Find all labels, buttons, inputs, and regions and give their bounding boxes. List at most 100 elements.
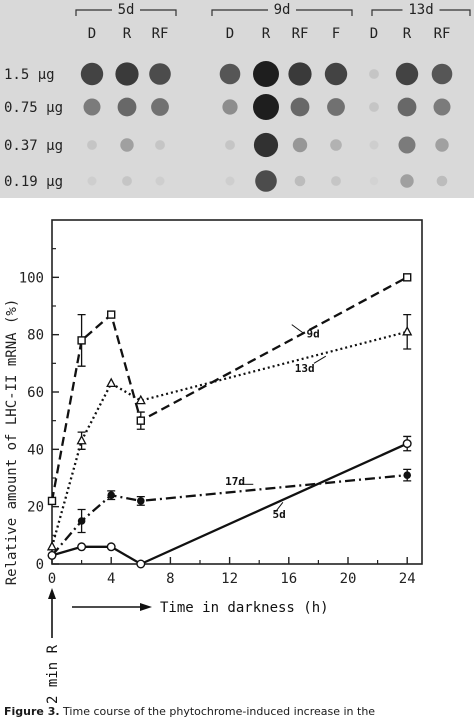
y-tick-label: 40 xyxy=(27,442,44,458)
light-pulse-arrowhead xyxy=(48,588,56,599)
blot-dot xyxy=(225,140,235,150)
data-point-5d xyxy=(77,542,87,552)
blot-dot xyxy=(290,97,310,117)
series-label-9d: 9d xyxy=(307,328,320,341)
data-point-17d xyxy=(137,497,145,505)
blot-group-bracket xyxy=(75,9,177,16)
data-point-17d xyxy=(107,491,115,500)
blot-dot xyxy=(369,140,379,150)
series-label-5d: 5d xyxy=(273,508,286,521)
blot-dot xyxy=(83,98,101,116)
blot-dot xyxy=(292,137,308,153)
series-label-17d: 17d xyxy=(225,475,245,488)
blot-group-label: 5d xyxy=(118,2,135,18)
series-line-5d xyxy=(51,442,408,566)
series-label-leader xyxy=(313,355,327,364)
lhc-mrna-timecourse-chart: 0 4 8 12 16 20 24 0 20 40 60 80 100 Relative amount o… xyxy=(4,219,423,704)
blot-dot xyxy=(117,97,137,117)
y-tick-label: 80 xyxy=(27,328,44,344)
blot-dot xyxy=(331,176,341,186)
x-axis-title: Time in darkness (h) xyxy=(160,600,329,616)
data-point-9d xyxy=(136,416,146,425)
data-point-13d xyxy=(76,434,87,445)
blot-dot xyxy=(253,61,279,87)
blot-lane-label: D xyxy=(226,26,234,42)
blot-amount-label: 0.75 μg xyxy=(4,100,63,116)
blot-dot xyxy=(395,62,419,86)
x-tick-label: 8 xyxy=(166,571,174,587)
blot-dot xyxy=(397,97,417,117)
blot-lane-label: RF xyxy=(152,26,169,42)
series-label-leader xyxy=(275,502,284,513)
x-tick-label: 24 xyxy=(399,571,416,587)
series-line-13d xyxy=(50,330,408,548)
blot-lane-label: RF xyxy=(434,26,451,42)
data-point-13d xyxy=(402,325,413,336)
blot-amount-label: 1.5 μg xyxy=(4,67,55,83)
blot-dot xyxy=(398,136,416,154)
blot-dot xyxy=(330,139,342,151)
blot-group-label: 13d xyxy=(408,2,433,18)
data-point-13d xyxy=(106,377,117,388)
blot-dot xyxy=(253,132,279,158)
y-tick-label: 100 xyxy=(19,270,44,286)
data-point-17d xyxy=(77,517,86,525)
blot-dot xyxy=(431,63,453,85)
blot-dot xyxy=(255,170,277,192)
figure-caption-lead: Figure 3. xyxy=(4,705,60,718)
x-axis-arrowhead xyxy=(140,603,152,611)
blot-lane-label: R xyxy=(262,26,271,42)
blot-lane-label: R xyxy=(403,26,412,42)
blot-dot xyxy=(115,62,139,86)
blot-lane-label: F xyxy=(332,26,340,42)
x-tick-label: 20 xyxy=(340,571,357,587)
data-point-17d xyxy=(403,471,412,479)
x-tick-label: 4 xyxy=(107,571,115,587)
blot-dot xyxy=(400,174,414,188)
blot-dot xyxy=(369,102,379,112)
blot-dot xyxy=(222,99,238,115)
data-point-9d xyxy=(106,310,116,319)
blot-dot xyxy=(435,138,449,152)
data-point-5d xyxy=(47,550,57,560)
series-label-13d: 13d xyxy=(295,362,315,375)
blot-dot xyxy=(151,98,169,116)
y-tick-label: 0 xyxy=(36,557,44,573)
blot-dot xyxy=(219,63,241,85)
blot-dot xyxy=(155,176,165,186)
blot-dot xyxy=(155,140,165,150)
data-point-13d xyxy=(135,394,146,405)
blot-dot xyxy=(80,62,104,86)
blot-dot xyxy=(225,176,235,186)
data-point-5d xyxy=(106,542,116,552)
blot-group-bracket xyxy=(371,9,471,16)
blot-lane-label: RF xyxy=(292,26,309,42)
light-pulse-label: 2 min R xyxy=(45,644,61,704)
blot-dot xyxy=(369,176,379,186)
blot-dot xyxy=(327,98,345,116)
blot-amount-label: 0.37 μg xyxy=(4,138,63,154)
blot-dot xyxy=(288,62,312,86)
blot-dot xyxy=(120,138,134,152)
blot-dot xyxy=(433,98,451,116)
figure-caption-text: Time course of the phytochrome-induced i… xyxy=(59,705,376,718)
y-tick-label: 60 xyxy=(27,385,44,401)
blot-dot xyxy=(122,176,132,186)
blot-dot xyxy=(369,69,379,79)
y-axis-title: Relative amount of LHC-II mRNA (%) xyxy=(4,299,20,586)
blot-dot xyxy=(253,94,279,120)
blot-group-label: 9d xyxy=(274,2,291,18)
x-tick-label: 16 xyxy=(280,571,297,587)
blot-lane-label: D xyxy=(88,26,96,42)
x-tick-label: 0 xyxy=(48,571,56,587)
blot-dot xyxy=(294,175,306,187)
y-tick-label: 20 xyxy=(27,500,44,516)
blot-lane-label: R xyxy=(123,26,132,42)
blot-dot xyxy=(149,63,171,85)
data-point-5d xyxy=(402,439,412,449)
blot-group-bracket xyxy=(211,9,353,16)
blot-dot xyxy=(87,176,97,186)
data-point-9d xyxy=(47,496,57,506)
blot-lane-label: D xyxy=(370,26,378,42)
